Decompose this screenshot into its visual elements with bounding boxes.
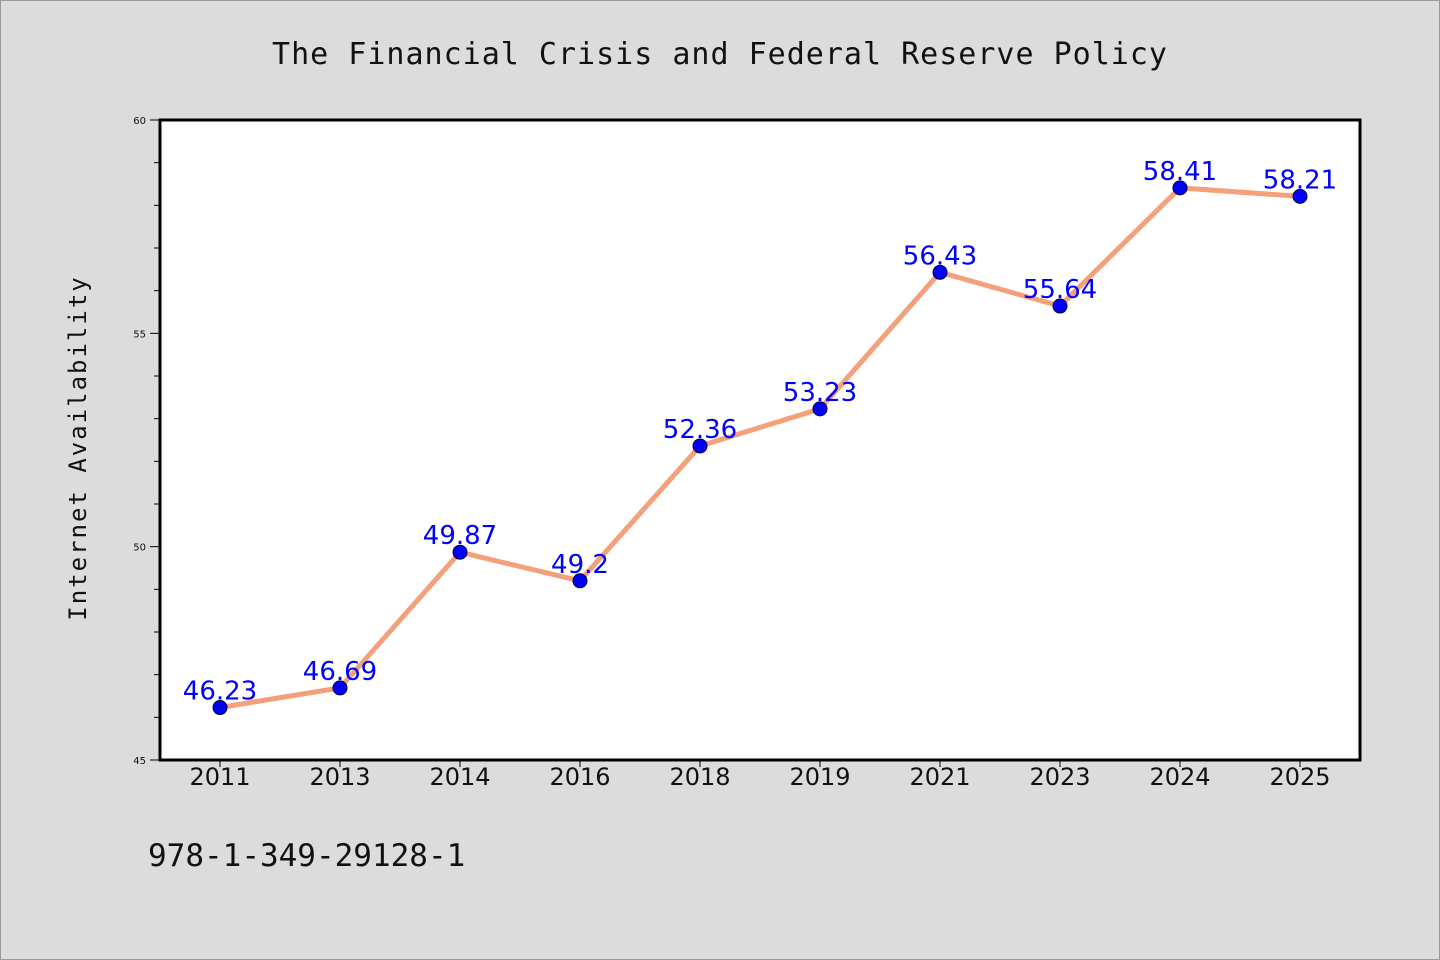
data-label: 53.23: [783, 378, 857, 408]
data-label: 58.41: [1143, 157, 1217, 187]
x-tick-label: 2016: [549, 763, 610, 791]
data-point: [452, 544, 468, 560]
y-tick-label: 45: [133, 756, 146, 767]
data-label: 56.43: [903, 241, 977, 271]
x-tick-label: 2025: [1269, 763, 1330, 791]
data-label: 52.36: [663, 415, 737, 445]
series-markers: [212, 180, 1308, 716]
data-label: 49.87: [423, 521, 497, 551]
data-label: 46.23: [183, 677, 257, 707]
x-axis: 2011 2013 2014 2016 2018 2019 2021 2023 2024 2025: [189, 760, 1331, 791]
y-tick-label: 60: [133, 116, 146, 127]
chart-title: The Financial Crisis and Federal Reserve…: [272, 37, 1168, 72]
data-label: 58.21: [1263, 165, 1337, 195]
data-label: 46.69: [303, 657, 377, 687]
x-tick-label: 2023: [1029, 763, 1090, 791]
data-point: [1172, 180, 1188, 196]
data-label: 49.2: [551, 550, 609, 580]
x-tick-label: 2019: [789, 763, 850, 791]
data-point: [932, 264, 948, 280]
data-point: [1292, 188, 1308, 204]
data-point: [212, 700, 228, 716]
data-point: [332, 680, 348, 696]
series-polyline: [217, 185, 1303, 711]
data-point: [1052, 298, 1068, 314]
data-point: [572, 573, 588, 589]
data-label: 55.64: [1023, 275, 1097, 305]
data-labels: 46.23 46.69 49.87 49.2 52.36 53.23 56.43 55.64 5…: [183, 157, 1337, 707]
plot-frame: [158, 118, 1362, 762]
series-line: [217, 185, 1303, 711]
footer-isbn: 978-1-349-29128-1: [148, 838, 465, 874]
x-tick-label: 2011: [189, 763, 250, 791]
plot-area: [160, 120, 1360, 760]
x-tick-label: 2018: [669, 763, 730, 791]
y-tick-label: 55: [133, 329, 146, 340]
data-point: [812, 401, 828, 417]
x-tick-label: 2021: [909, 763, 970, 791]
x-tick-label: 2013: [309, 763, 370, 791]
x-tick-label: 2024: [1149, 763, 1210, 791]
data-point: [692, 438, 708, 454]
x-tick-label: 2014: [429, 763, 490, 791]
y-axis-label: Internet Availability: [64, 275, 92, 620]
y-tick-label: 50: [133, 543, 146, 554]
